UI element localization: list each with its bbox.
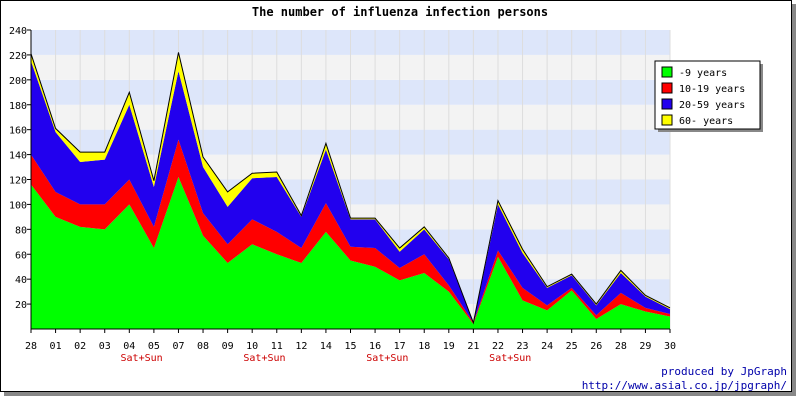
x-tick-label: 12 (295, 341, 307, 352)
legend-label: 20-59 years (679, 100, 745, 111)
x-tick-label: 19 (443, 341, 455, 352)
weekend-label: Sat+Sun (121, 353, 163, 364)
y-tick-label: 200 (9, 76, 27, 87)
x-tick-label: 03 (99, 341, 111, 352)
x-tick-label: 04 (123, 341, 135, 352)
y-tick-label: 180 (9, 101, 27, 112)
x-tick-label: 08 (197, 341, 209, 352)
legend-swatch (661, 114, 673, 126)
area-10-19-years (31, 139, 670, 325)
x-tick-label: 14 (320, 341, 332, 352)
y-tick-label: 60 (15, 250, 27, 261)
x-tick-label: 15 (344, 341, 356, 352)
x-tick-label: 09 (222, 341, 234, 352)
legend-swatch (661, 82, 673, 94)
x-tick-label: 07 (172, 341, 184, 352)
y-tick-label: 220 (9, 51, 27, 62)
legend-swatch (661, 66, 673, 78)
x-tick-label: 16 (369, 341, 381, 352)
y-tick-label: 120 (9, 176, 27, 187)
y-tick-label: 40 (15, 275, 27, 286)
x-tick-label: 10 (246, 341, 258, 352)
weekend-label: Sat+Sun (243, 353, 285, 364)
x-tick-label: 01 (50, 341, 62, 352)
x-tick-label: 23 (517, 341, 529, 352)
y-tick-label: 240 (9, 26, 27, 37)
x-tick-label: 02 (74, 341, 86, 352)
y-tick-label: 20 (15, 300, 27, 311)
x-tick-label: 29 (639, 341, 651, 352)
x-tick-label: 28 (25, 341, 37, 352)
y-tick-label: 100 (9, 200, 27, 211)
legend-label: 10-19 years (679, 84, 745, 95)
total-outline (30, 52, 671, 325)
credit-line-1: produced by JpGraph (661, 365, 787, 378)
y-tick-label: 140 (9, 151, 27, 162)
x-tick-label: 30 (664, 341, 676, 352)
x-tick-label: 21 (467, 341, 479, 352)
weekend-label: Sat+Sun (366, 353, 408, 364)
stacked-areas (30, 52, 671, 329)
area-20-59-years (31, 61, 670, 323)
weekend-label: Sat+Sun (489, 353, 531, 364)
x-tick-label: 05 (148, 341, 160, 352)
legend-label: -9 years (679, 68, 727, 79)
x-tick-label: 22 (492, 341, 504, 352)
y-tick-label: 80 (15, 225, 27, 236)
chart-title: The number of influenza infection person… (252, 5, 548, 19)
y-tick-label: 160 (9, 126, 27, 137)
x-tick-label: 26 (590, 341, 602, 352)
credit-line-2[interactable]: http://www.asial.co.jp/jpgraph/ (582, 379, 787, 392)
legend-label: 60- years (679, 116, 733, 127)
x-tick-label: 28 (615, 341, 627, 352)
x-tick-label: 24 (541, 341, 553, 352)
area--9-years (31, 177, 670, 329)
legend: -9 years 10-19 years 20-59 years 60- years (654, 60, 763, 132)
x-tick-label: 18 (418, 341, 430, 352)
x-tick-label: 25 (566, 341, 578, 352)
x-tick-label: 11 (271, 341, 283, 352)
legend-swatch (661, 98, 673, 110)
axes: 20 40 60 80 100 120 140 160 180 200 220 240 28 01 02 03… (9, 26, 676, 364)
x-tick-label: 17 (394, 341, 406, 352)
